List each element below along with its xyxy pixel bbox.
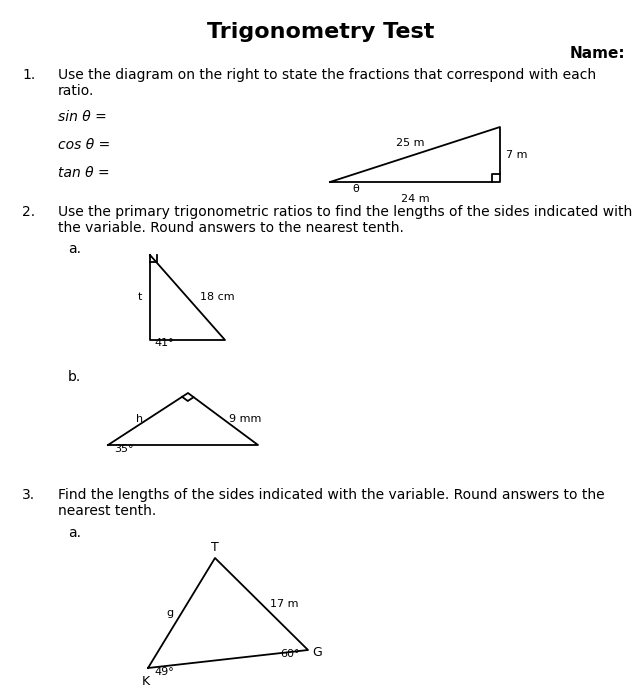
Text: K: K bbox=[142, 675, 150, 688]
Text: b.: b. bbox=[68, 370, 81, 384]
Text: Use the diagram on the right to state the fractions that correspond with each: Use the diagram on the right to state th… bbox=[58, 68, 596, 82]
Text: 49°: 49° bbox=[154, 667, 174, 677]
Text: 60°: 60° bbox=[280, 649, 300, 659]
Text: ratio.: ratio. bbox=[58, 84, 95, 98]
Text: t: t bbox=[138, 292, 142, 303]
Text: Use the primary trigonometric ratios to find the lengths of the sides indicated : Use the primary trigonometric ratios to … bbox=[58, 205, 632, 219]
Text: a.: a. bbox=[68, 242, 81, 256]
Text: Name:: Name: bbox=[569, 46, 625, 61]
Text: 3.: 3. bbox=[22, 488, 35, 502]
Text: sin θ =: sin θ = bbox=[58, 110, 107, 124]
Text: G: G bbox=[312, 645, 322, 658]
Text: the variable. Round answers to the nearest tenth.: the variable. Round answers to the neare… bbox=[58, 221, 404, 235]
Text: θ: θ bbox=[352, 184, 359, 194]
Text: 9 mm: 9 mm bbox=[229, 414, 261, 424]
Text: 25 m: 25 m bbox=[395, 139, 424, 148]
Text: 17 m: 17 m bbox=[269, 599, 298, 609]
Text: cos θ =: cos θ = bbox=[58, 138, 110, 152]
Text: Trigonometry Test: Trigonometry Test bbox=[207, 22, 435, 42]
Text: h: h bbox=[136, 414, 143, 424]
Text: a.: a. bbox=[68, 526, 81, 540]
Text: 2.: 2. bbox=[22, 205, 35, 219]
Text: nearest tenth.: nearest tenth. bbox=[58, 504, 156, 518]
Text: g: g bbox=[167, 608, 174, 618]
Text: 35°: 35° bbox=[114, 444, 134, 454]
Text: 24 m: 24 m bbox=[401, 194, 430, 204]
Text: T: T bbox=[211, 541, 219, 554]
Text: tan θ =: tan θ = bbox=[58, 166, 109, 180]
Text: Find the lengths of the sides indicated with the variable. Round answers to the: Find the lengths of the sides indicated … bbox=[58, 488, 604, 502]
Text: 18 cm: 18 cm bbox=[199, 292, 234, 303]
Text: 7 m: 7 m bbox=[506, 150, 527, 159]
Text: 1.: 1. bbox=[22, 68, 35, 82]
Text: 41°: 41° bbox=[154, 338, 174, 348]
